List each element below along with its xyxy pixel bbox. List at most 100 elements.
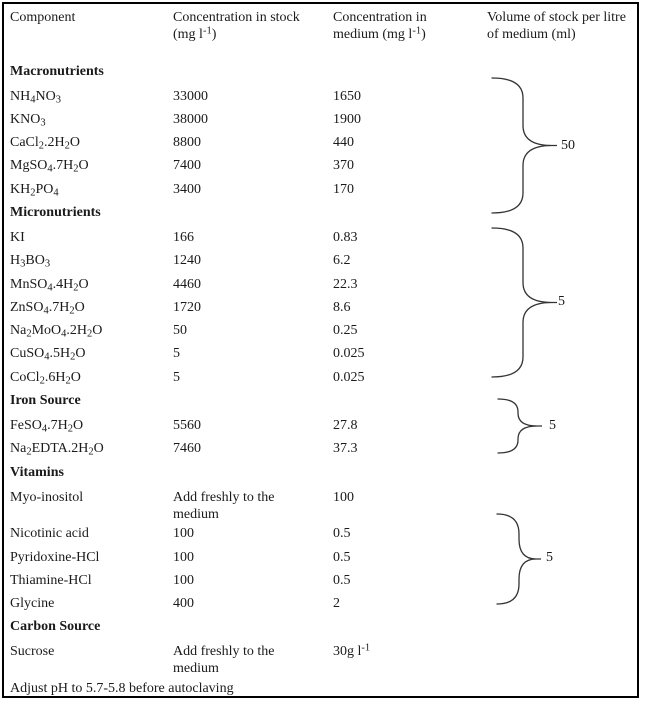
medium-concentration-cell: 1900 [333,111,487,134]
component-cell: NH4NO3 [10,88,173,111]
table-row: Myo-inositol Add freshly to the medium 100 [10,489,637,526]
cell-text: 100 [173,572,194,588]
cell-text: Pyridoxine-HCl [10,549,100,565]
medium-concentration-cell: 0.83 [333,229,487,252]
stock-concentration-cell: 166 [173,229,333,252]
cell-text: KI [10,229,25,245]
cell-text: 0.025 [333,369,365,385]
cell-text: Add freshly to the medium [173,489,275,522]
cell-text: KNO3 [10,111,46,129]
medium-concentration-cell: 440 [333,134,487,157]
medium-concentration-cell: 37.3 [333,440,487,463]
column-header-stock-concentration: Concentration in stock (mg l-1) [173,9,333,63]
stock-concentration-cell: 3400 [173,181,333,204]
cell-text: 5560 [173,418,201,434]
cell-text: MnSO4.4H2O [10,276,89,293]
table-row: Pyridoxine-HCl 100 0.5 [10,549,637,572]
cell-text: 100 [173,549,194,565]
cell-text: 100 [173,526,194,542]
component-cell: CuSO4.5H2O [10,345,173,368]
section-header-row: Macronutrients [10,63,637,88]
cell-text: 370 [333,158,354,174]
medium-concentration-cell: 27.8 [333,417,487,440]
medium-concentration-cell: 370 [333,157,487,180]
stock-concentration-cell: 400 [173,595,333,618]
cell-text: H3BO3 [10,253,51,270]
table-row: NH4NO3 33000 1650 [10,88,637,111]
medium-concentration-cell: 22.3 [333,276,487,299]
column-header-medium-concentration: Concentration in medium (mg l-1) [333,9,487,63]
component-cell: ZnSO4.7H2O [10,299,173,322]
section-title: Vitamins [10,464,64,480]
cell-text: 27.8 [333,418,358,434]
table-body: Macronutrients NH4NO3 33000 1650 KNO3 38000 19… [10,63,637,681]
cell-text: 400 [173,596,194,612]
cell-text: 1900 [333,111,361,127]
table-row: CoCl2.6H2O 5 0.025 [10,369,637,392]
table-row: FeSO4.7H2O 5560 27.8 [10,417,637,440]
medium-concentration-cell: 0.25 [333,322,487,345]
column-header-component: Component [10,9,173,63]
cell-text: 5 [173,369,180,385]
medium-concentration-cell: 170 [333,181,487,204]
stock-concentration-cell: 1240 [173,252,333,275]
component-cell: MgSO4.7H2O [10,157,173,180]
table-row: KH2PO4 3400 170 [10,181,637,204]
cell-text: Nicotinic acid [10,526,89,542]
component-cell: Glycine [10,595,173,618]
cell-text: KH2PO4 [10,181,59,198]
section-header-row: Iron Source [10,392,637,417]
stock-concentration-cell: 100 [173,572,333,595]
section-header-row: Vitamins [10,464,637,489]
table-row: MgSO4.7H2O 7400 370 [10,157,637,180]
medium-concentration-cell: 6.2 [333,252,487,275]
stock-concentration-cell: 5 [173,369,333,392]
stock-concentration-cell: 4460 [173,276,333,299]
stock-concentration-cell: 5 [173,345,333,368]
stock-concentration-cell: 7460 [173,440,333,463]
medium-concentration-cell: 100 [333,489,487,526]
cell-text: 440 [333,135,354,151]
column-header-label: Concentration in stock (mg l-1) [173,9,300,42]
component-cell: Na2MoO4.2H2O [10,322,173,345]
table-row: KI 166 0.83 [10,229,637,252]
component-cell: CaCl2.2H2O [10,134,173,157]
cell-text: FeSO4.7H2O [10,418,84,435]
cell-text: 166 [173,229,194,245]
component-cell: Na2EDTA.2H2O [10,440,173,463]
cell-text: Myo-inositol [10,489,84,505]
component-cell: Nicotinic acid [10,525,173,548]
cell-text: Glycine [10,596,55,612]
component-cell: MnSO4.4H2O [10,276,173,299]
table-row: Na2MoO4.2H2O 50 0.25 [10,322,637,345]
cell-text: 30g l-1 [333,642,371,660]
table-row: Sucrose Add freshly to the medium 30g l-1 [10,643,637,680]
section-title: Iron Source [10,393,81,409]
component-cell: KI [10,229,173,252]
medium-concentration-cell: 0.5 [333,549,487,572]
medium-concentration-cell: 0.5 [333,572,487,595]
cell-text: 38000 [173,111,208,127]
component-cell: FeSO4.7H2O [10,417,173,440]
medium-concentration-cell: 0.5 [333,525,487,548]
component-cell: Sucrose [10,643,173,680]
column-header-label: Component [10,9,76,25]
stock-concentration-cell: Add freshly to the medium [173,643,333,680]
cell-text: CuSO4.5H2O [10,346,86,363]
cell-text: NH4NO3 [10,88,61,105]
stock-concentration-cell: 100 [173,525,333,548]
cell-text: 50 [173,323,187,339]
cell-text: 0.5 [333,572,351,588]
cell-text: 1650 [333,88,361,104]
cell-text: 3400 [173,181,201,197]
medium-concentration-cell: 8.6 [333,299,487,322]
cell-text: 8800 [173,135,201,151]
stock-concentration-cell: 38000 [173,111,333,134]
table-header-row: Component Concentration in stock (mg l-1… [10,9,637,63]
cell-text: 100 [333,489,354,505]
component-cell: KNO3 [10,111,173,134]
cell-text: 7460 [173,441,201,457]
table-row: MnSO4.4H2O 4460 22.3 [10,276,637,299]
stock-concentration-cell: 8800 [173,134,333,157]
